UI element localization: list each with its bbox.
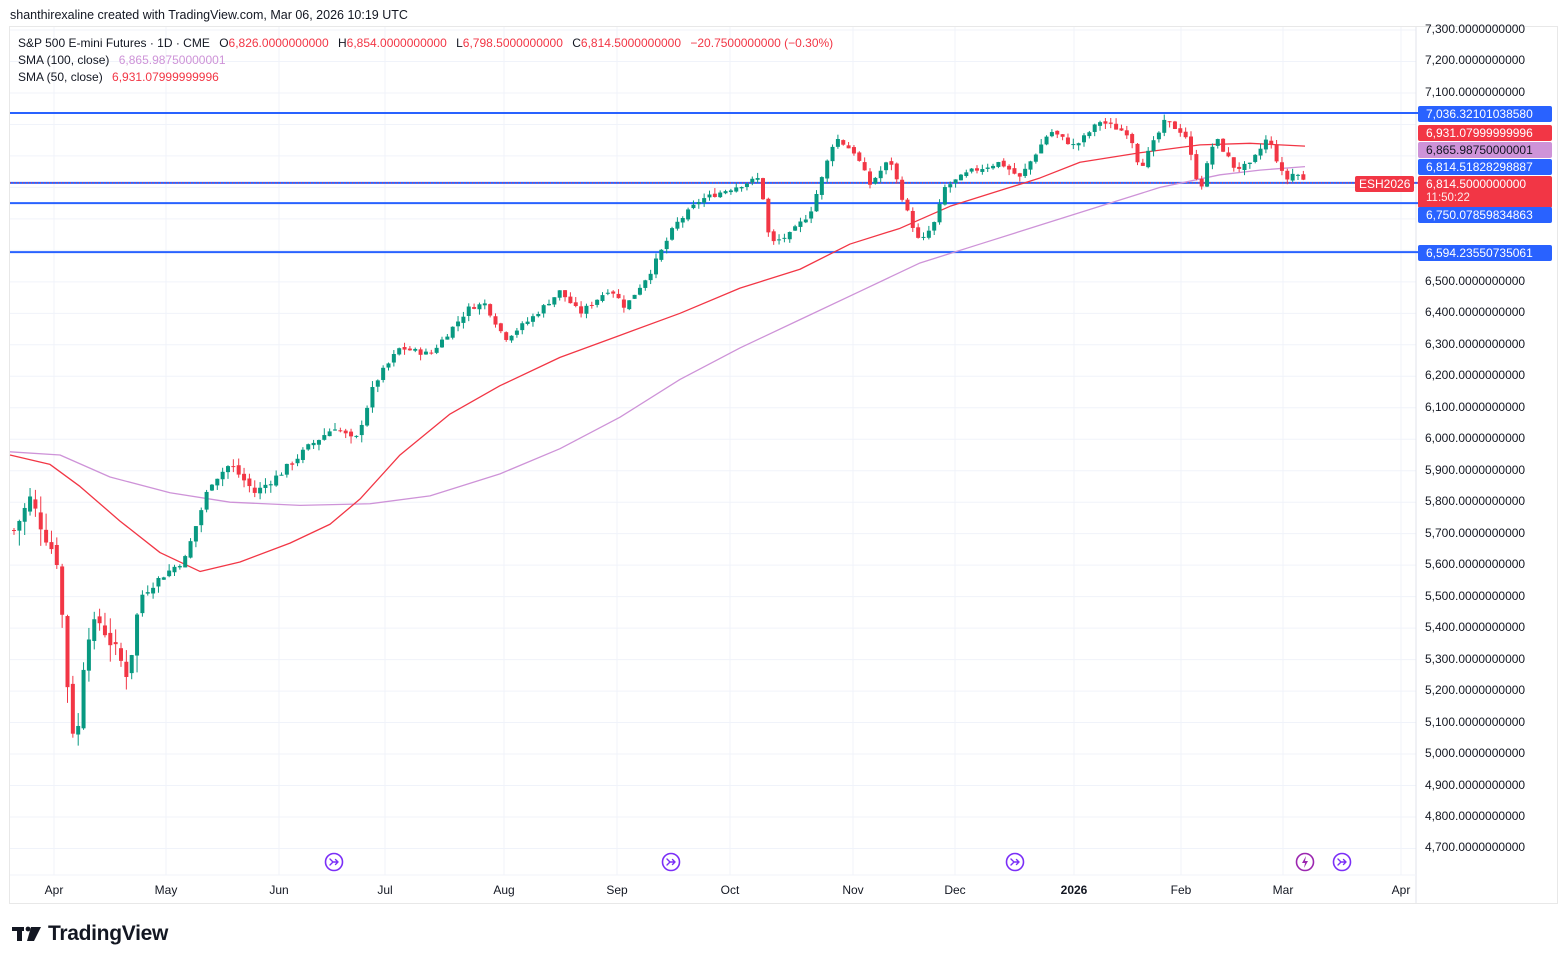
price-axis-label: 5,500.0000000000 — [1425, 588, 1526, 603]
legend-close-label: C — [572, 36, 581, 50]
price-axis-label: 5,400.0000000000 — [1425, 620, 1526, 635]
price-axis-label: 6,100.0000000000 — [1425, 399, 1526, 414]
legend-symbol: S&P 500 E-mini Futures · 1D · CME — [18, 36, 210, 50]
sma100-price-tag: 6,865.98750000001 — [1418, 142, 1552, 158]
price-axis-label: 4,700.0000000000 — [1425, 840, 1526, 855]
legend-close: 6,814.5000000000 — [580, 36, 682, 50]
hline-price-tag-2: 6,814.51828298887 — [1418, 159, 1552, 175]
price-axis-label: 7,200.0000000000 — [1425, 53, 1526, 68]
legend-sma50-row[interactable]: SMA (50, close) 6,931.07999999996 — [18, 69, 833, 86]
time-axis-label: Aug — [493, 883, 515, 897]
tradingview-logo-icon — [12, 926, 41, 941]
earnings-lightning-icon[interactable] — [1295, 852, 1315, 872]
time-axis-label: Dec — [944, 883, 966, 897]
price-axis-label: 7,100.0000000000 — [1425, 84, 1526, 99]
legend-open: 6,826.0000000000 — [228, 36, 329, 50]
price-axis-label: 6,400.0000000000 — [1425, 305, 1526, 320]
price-axis-label: 5,000.0000000000 — [1425, 746, 1526, 761]
bar-countdown: 11:50:22 — [1426, 192, 1470, 204]
hline-price-tag-3: 6,750.07859834863 — [1418, 207, 1552, 223]
sma100-value: 6,865.98750000001 — [118, 53, 226, 67]
event-arrow-icon[interactable] — [324, 852, 344, 872]
price-axis-label: 5,300.0000000000 — [1425, 651, 1526, 666]
event-arrow-icon[interactable] — [661, 852, 681, 872]
price-axis-label: 6,000.0000000000 — [1425, 431, 1526, 446]
sma100-label: SMA (100, close) — [18, 53, 110, 67]
price-axis-label: 4,800.0000000000 — [1425, 809, 1526, 823]
time-axis-label: May — [154, 883, 178, 897]
time-axis-label: Apr — [44, 883, 64, 897]
time-axis-label: 2026 — [1060, 883, 1088, 897]
price-axis-label: 6,200.0000000000 — [1425, 368, 1526, 383]
legend-open-label: O — [219, 36, 229, 50]
price-axis-label: 4,900.0000000000 — [1425, 777, 1526, 792]
time-axis-label: Jul — [377, 883, 393, 897]
last-price: 6,814.5000000000 — [1426, 177, 1527, 191]
credit-line: shanthirexaline created with TradingView… — [10, 8, 408, 22]
legend-sma100-row[interactable]: SMA (100, close) 6,865.98750000001 — [18, 52, 833, 69]
price-axis-label: 6,300.0000000000 — [1425, 336, 1526, 351]
chart-frame — [9, 26, 1558, 904]
price-axis-label: 5,800.0000000000 — [1425, 494, 1526, 509]
time-axis-label: Apr — [1391, 883, 1411, 897]
time-axis-label: Jun — [269, 883, 289, 897]
last-price-tag: 6,814.5000000000 11:50:22 — [1418, 176, 1552, 208]
time-axis-label: Mar — [1272, 883, 1294, 897]
legend-low-label: L — [456, 36, 463, 50]
sma50-price-tag: 6,931.07999999996 — [1418, 125, 1552, 141]
tradingview-logo[interactable]: TradingView — [12, 922, 168, 946]
event-arrow-icon[interactable] — [1005, 852, 1025, 872]
hline-price-tag-4: 6,594.23550735061 — [1418, 245, 1552, 261]
legend-high: 6,854.0000000000 — [346, 36, 447, 50]
symbol-tag: ESH2026 — [1355, 176, 1415, 192]
event-arrow-icon[interactable] — [1332, 852, 1352, 872]
chart-legend: S&P 500 E-mini Futures · 1D · CME O6,826… — [18, 35, 833, 86]
tradingview-logo-text: TradingView — [48, 922, 169, 945]
time-axis-label: Nov — [842, 883, 864, 897]
time-axis-label: Oct — [720, 883, 740, 897]
sma50-label: SMA (50, close) — [18, 70, 103, 84]
time-axis-label: Sep — [606, 883, 628, 897]
price-axis-label: 7,300.0000000000 — [1425, 22, 1526, 36]
legend-symbol-row[interactable]: S&P 500 E-mini Futures · 1D · CME O6,826… — [18, 35, 833, 52]
price-axis-label: 5,100.0000000000 — [1425, 714, 1526, 729]
legend-low: 6,798.5000000000 — [462, 36, 563, 50]
time-axis-label: Feb — [1170, 883, 1192, 897]
price-axis-label: 6,500.0000000000 — [1425, 273, 1526, 288]
price-axis-label: 5,600.0000000000 — [1425, 557, 1526, 572]
sma50-value: 6,931.07999999996 — [112, 70, 219, 84]
legend-high-label: H — [337, 36, 347, 50]
hline-price-tag-1: 7,036.32101038580 — [1418, 106, 1552, 122]
price-axis-label: 5,900.0000000000 — [1425, 462, 1526, 477]
price-axis-label: 5,200.0000000000 — [1425, 683, 1526, 698]
price-axis-label: 5,700.0000000000 — [1425, 525, 1526, 540]
legend-change: −20.7500000000 (−0.30%) — [690, 36, 834, 50]
